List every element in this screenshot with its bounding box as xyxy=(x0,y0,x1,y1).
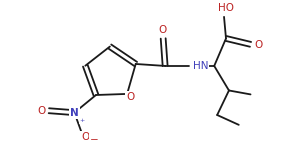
Text: O: O xyxy=(126,92,134,102)
Text: HN: HN xyxy=(192,61,208,71)
Text: O: O xyxy=(254,40,263,50)
Text: −: − xyxy=(90,135,99,145)
Text: O: O xyxy=(37,106,45,116)
Text: O: O xyxy=(158,25,166,35)
Text: +: + xyxy=(80,118,85,123)
Text: HO: HO xyxy=(218,3,234,13)
Text: O: O xyxy=(81,132,89,142)
Text: N: N xyxy=(70,108,79,118)
